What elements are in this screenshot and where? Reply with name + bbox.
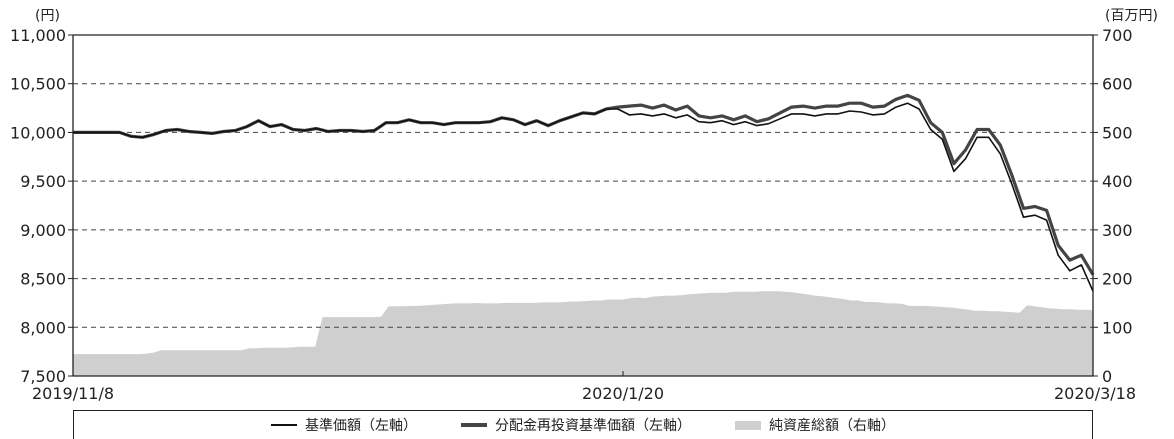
reinvested-nav-line (73, 93, 1095, 276)
legend-swatch-thick-line (461, 423, 487, 427)
left-tick-label: 8,000 (20, 318, 66, 337)
right-tick-label: 300 (1102, 221, 1133, 240)
axes (72, 34, 1094, 377)
chart-area: (円) (百万円) 11,000 10,500 10,000 9,500 9,000 8,… (10, 8, 1158, 403)
net-assets-area-layer (73, 291, 1093, 376)
left-tick-label: 10,000 (10, 123, 66, 142)
right-tick-label: 400 (1102, 172, 1133, 191)
left-axis-ticks: 11,000 10,500 10,000 9,500 9,000 8,500 8,000 7,… (10, 26, 73, 386)
left-tick-label: 7,500 (20, 367, 66, 386)
right-tick-label: 100 (1102, 318, 1133, 337)
legend-label-nav: 基準価額（左軸） (305, 418, 417, 434)
left-axis-unit: (円) (35, 8, 60, 24)
legend-label-net-assets: 純資産総額（右軸） (769, 418, 895, 434)
right-tick-label: 600 (1102, 75, 1133, 94)
x-tick-label: 2019/11/8 (32, 384, 114, 403)
right-tick-label: 200 (1102, 270, 1133, 289)
right-axis-unit: (百万円) (1105, 8, 1158, 24)
legend: 基準価額（左軸） 分配金再投資基準価額（左軸） 純資産総額（右軸） (73, 410, 1093, 439)
legend-item-net-assets: 純資産総額（右軸） (735, 415, 895, 435)
right-tick-label: 700 (1102, 26, 1133, 45)
right-tick-label: 0 (1102, 367, 1112, 386)
legend-swatch-area (735, 420, 761, 430)
right-axis-ticks: 700 600 500 400 300 200 100 0 (1093, 26, 1133, 386)
left-tick-label: 8,500 (20, 270, 66, 289)
left-tick-label: 10,500 (10, 75, 66, 94)
legend-item-reinvested-nav: 分配金再投資基準価額（左軸） (461, 415, 691, 435)
left-tick-label: 9,000 (20, 221, 66, 240)
x-axis-ticks: 2019/11/8 2020/1/20 2020/3/18 (32, 371, 1136, 403)
left-tick-label: 9,500 (20, 172, 66, 191)
legend-item-nav: 基準価額（左軸） (271, 415, 417, 435)
left-tick-label: 11,000 (10, 26, 66, 45)
gridlines (73, 83, 1093, 328)
net-assets-area (73, 291, 1093, 376)
x-tick-label: 2020/3/18 (1054, 384, 1136, 403)
nav-line (73, 102, 1094, 292)
right-tick-label: 500 (1102, 123, 1133, 142)
legend-swatch-thin-line (271, 424, 297, 426)
series-lines (73, 93, 1095, 292)
x-tick-label: 2020/1/20 (582, 384, 664, 403)
legend-label-reinvested-nav: 分配金再投資基準価額（左軸） (495, 418, 691, 434)
